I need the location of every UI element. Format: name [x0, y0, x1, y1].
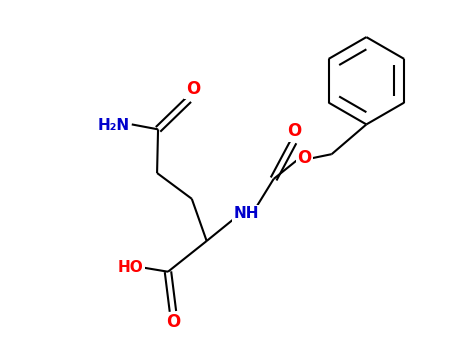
Text: O: O — [186, 80, 200, 98]
Text: NH: NH — [233, 206, 259, 221]
Text: HO: HO — [118, 260, 144, 275]
Text: H₂N: H₂N — [97, 118, 130, 133]
Text: O: O — [288, 122, 302, 140]
Text: O: O — [297, 149, 312, 167]
Text: O: O — [166, 313, 180, 331]
